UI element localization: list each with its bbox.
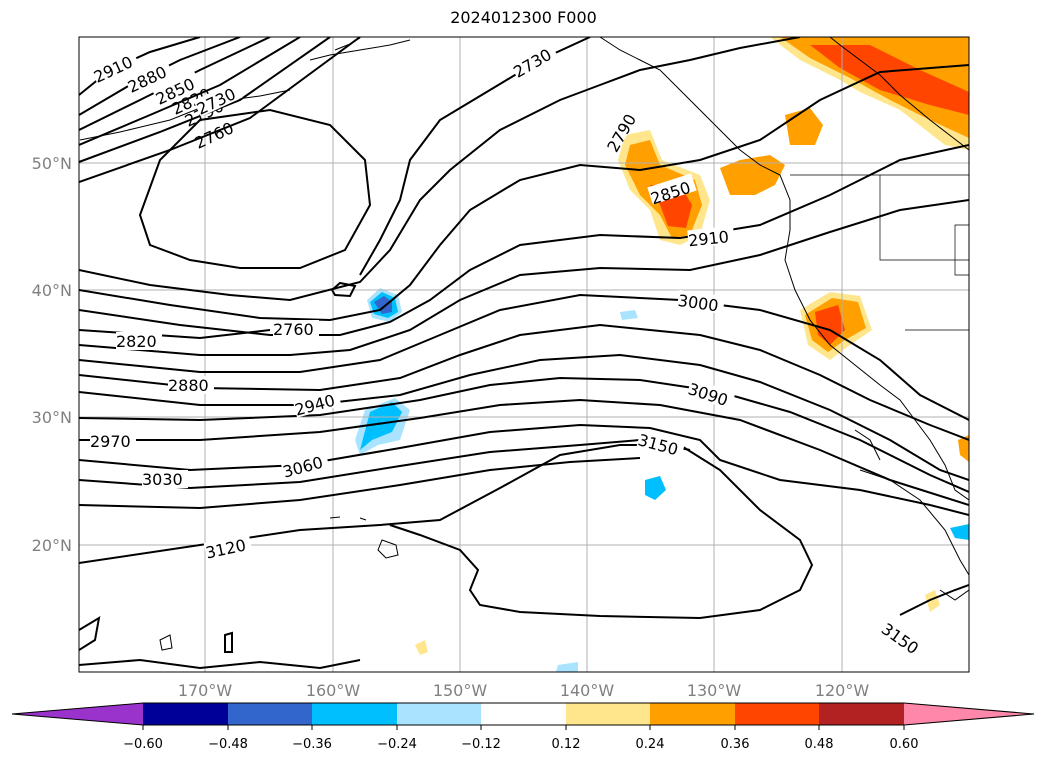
colorbar-segment (312, 703, 397, 725)
colorbar-segment (819, 703, 904, 725)
contour-2790b (79, 37, 801, 302)
colorbar-tick: 0.12 (552, 737, 581, 752)
lat-label-40n: 40°N (32, 281, 72, 300)
lon-label-120w: 120°W (815, 681, 870, 700)
colorbar-segment (397, 703, 481, 725)
colorbar-extend-high (904, 703, 1034, 725)
contour-small-sw (224, 631, 233, 653)
shade-positive-baja (925, 590, 940, 612)
map-title: 2024012300 F000 (450, 8, 597, 27)
lat-label-30n: 30°N (32, 408, 72, 427)
contour-3150-sw (79, 616, 101, 651)
map-border (78, 36, 970, 673)
contour-label: 3030 (142, 470, 183, 489)
colorbar-segment (650, 703, 735, 725)
colorbar-segment (143, 703, 228, 725)
lon-label-160w: 160°W (306, 681, 361, 700)
contour-2760 (79, 37, 361, 183)
contour-label: 2760 (273, 320, 314, 339)
shade-negative-south (556, 662, 578, 672)
colorbar-extend-low (12, 703, 143, 725)
colorbar-segment (735, 703, 819, 725)
shade-positive-mexico (958, 435, 969, 462)
contour-3150-high (79, 444, 814, 620)
lon-label-130w: 130°W (687, 681, 742, 700)
contour-3000 (79, 293, 969, 421)
contour-labels: 2910 2880 2850 2820 2790 2760 2730 2730 … (90, 39, 928, 660)
shade-negative-hawaii-north-core (360, 402, 402, 450)
shade-positive-small (415, 640, 428, 655)
lat-label-50n: 50°N (32, 154, 72, 173)
contour-3090 (79, 438, 691, 490)
contour-3030 (79, 398, 969, 506)
colorbar-segment (481, 703, 566, 725)
colorbar-segment (566, 703, 650, 725)
colorbar-tick: −0.12 (461, 737, 501, 752)
contour-label: 2970 (90, 432, 131, 451)
longitude-labels: 170°W 160°W 150°W 140°W 130°W 120°W (178, 681, 870, 700)
contour-2820 (79, 37, 301, 146)
contour-label: 2820 (116, 332, 157, 351)
contour-label: 2910 (687, 227, 729, 250)
lon-label-140w: 140°W (560, 681, 615, 700)
contour-2820b (79, 199, 969, 356)
colorbar-tick: 0.48 (805, 737, 834, 752)
colorbar-tick: −0.48 (208, 737, 248, 752)
colorbar: −0.60 −0.48 −0.36 −0.24 −0.12 0.12 0.24 … (11, 702, 1035, 752)
colorbar-segment (228, 703, 312, 725)
colorbar-tick: −0.24 (377, 737, 417, 752)
colorbar-tick: 0.24 (636, 737, 665, 752)
shade-negative-east (950, 524, 969, 540)
shade-negative-aleutian-low-max (374, 296, 392, 314)
lat-label-20n: 20°N (32, 536, 72, 555)
contour-2730b (330, 281, 357, 298)
contour-label: 2880 (168, 376, 209, 395)
shade-positive-northeast-max (810, 45, 969, 115)
contour-3150-se (899, 584, 969, 616)
contour-bottom (79, 658, 361, 670)
colorbar-tick: −0.60 (123, 737, 163, 752)
shade-negative-central (645, 476, 666, 500)
contour-3120 (79, 457, 641, 510)
contour-2790 (79, 37, 331, 163)
latitude-labels: 50°N 40°N 30°N 20°N (32, 154, 72, 555)
colorbar-tick: −0.36 (292, 737, 332, 752)
colorbar-tick: 0.36 (721, 737, 750, 752)
lon-label-150w: 150°W (433, 681, 488, 700)
shade-positive-bc (720, 155, 785, 195)
lon-label-170w: 170°W (178, 681, 233, 700)
contour-2880b (79, 323, 969, 441)
colorbar-tick: 0.60 (890, 737, 919, 752)
contour-2850b (79, 64, 969, 322)
shade-negative-small (620, 310, 638, 320)
contour-low-center (138, 108, 372, 269)
